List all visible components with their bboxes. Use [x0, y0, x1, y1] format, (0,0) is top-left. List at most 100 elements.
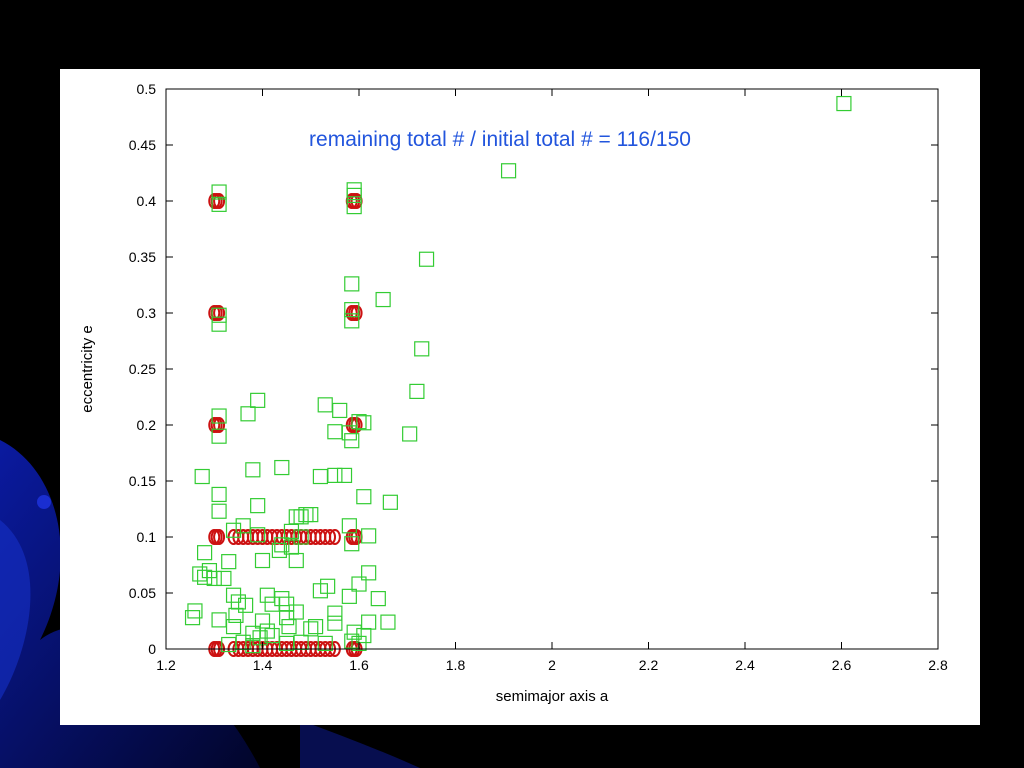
data-point-square — [332, 402, 348, 419]
data-point-square — [206, 570, 222, 587]
data-point-square — [375, 291, 391, 308]
data-point-square — [344, 433, 360, 449]
data-point-square — [274, 537, 290, 553]
data-point-square — [211, 612, 227, 628]
data-point-square — [346, 187, 362, 204]
x-tick-label: 1.8 — [446, 657, 466, 673]
data-point-square — [240, 406, 256, 422]
y-tick-label: 0.2 — [137, 417, 157, 433]
data-point-square — [344, 302, 360, 318]
data-point-square — [228, 607, 244, 624]
y-tick-label: 0.15 — [129, 473, 156, 489]
data-point-square — [250, 527, 266, 543]
data-point-square — [216, 570, 232, 587]
data-point-square — [194, 468, 210, 485]
data-point-square — [211, 503, 227, 519]
data-point-square — [211, 408, 227, 424]
data-point-square — [238, 597, 254, 613]
data-point-square — [288, 552, 304, 569]
data-point-square — [259, 587, 275, 603]
x-tick-label: 1.4 — [253, 657, 273, 673]
x-tick-label: 2 — [548, 657, 556, 673]
data-point-square — [500, 163, 517, 179]
data-point-circle — [213, 417, 226, 433]
data-point-square — [370, 590, 386, 607]
y-tick-label: 0.3 — [137, 305, 157, 321]
data-point-square — [288, 604, 304, 620]
y-tick-labels: 0 0.05 0.1 0.15 0.2 0.25 0.3 0.35 0.4 0.45 0.5 — [129, 81, 156, 657]
data-point-square — [221, 554, 237, 570]
data-point-square — [259, 623, 275, 639]
data-point-square — [211, 316, 227, 332]
data-point-square — [356, 415, 372, 431]
data-point-square — [351, 576, 367, 592]
data-point-square — [380, 614, 396, 630]
data-point-square — [250, 392, 266, 408]
data-point-square — [382, 494, 398, 510]
data-point-square — [312, 583, 328, 599]
data-point-square — [361, 528, 377, 544]
data-point-square — [402, 426, 418, 442]
data-point-square — [201, 563, 218, 579]
data-point-square — [264, 596, 280, 612]
data-point-square — [356, 489, 372, 505]
data-point-square — [271, 542, 287, 559]
y-tick-label: 0.35 — [129, 249, 156, 265]
data-point-square — [211, 428, 227, 444]
data-point-square — [250, 498, 266, 514]
y-tick-label: 0.4 — [137, 193, 157, 209]
data-point-square — [312, 468, 328, 485]
data-point-square — [317, 635, 333, 652]
y-tick-label: 0.05 — [129, 585, 156, 601]
x-tick-label: 2.8 — [928, 657, 948, 673]
data-point-square — [279, 610, 295, 626]
data-point-square — [264, 627, 280, 644]
data-point-square — [274, 590, 290, 607]
data-point-square — [346, 624, 362, 640]
y-tick-label: 0 — [148, 641, 156, 657]
data-point-circle — [350, 305, 363, 321]
data-point-square — [317, 397, 333, 413]
series-green-squares — [184, 95, 852, 654]
data-point-square — [254, 552, 271, 569]
data-point-square — [303, 507, 319, 523]
data-point-square — [327, 605, 343, 621]
data-point-square — [307, 618, 324, 635]
data-point-square — [211, 196, 227, 212]
data-point-square — [279, 596, 295, 612]
data-point-square — [235, 518, 251, 534]
plot-frame — [165, 88, 939, 650]
data-point-square — [409, 383, 425, 399]
x-tick-labels: 1.2 1.4 1.6 1.8 2 2.2 2.4 2.6 2.8 — [156, 657, 948, 673]
data-point-square — [346, 199, 362, 215]
plot-panel: 1.2 1.4 1.6 1.8 2 2.2 2.4 2.6 2.8 0 0.05 0.1 0.15 0.… — [60, 69, 980, 725]
x-tick-label: 1.6 — [349, 657, 369, 673]
data-point-square — [361, 614, 377, 630]
data-point-square — [344, 313, 360, 329]
data-point-square — [293, 529, 309, 545]
data-point-square — [344, 276, 360, 292]
data-point-square — [327, 424, 343, 440]
data-point-circle — [213, 529, 226, 545]
data-point-square — [184, 610, 201, 626]
data-point-square — [351, 635, 367, 652]
x-tick-label: 2.6 — [832, 657, 852, 673]
data-point-square — [245, 462, 261, 478]
data-point-square — [344, 536, 360, 552]
data-point-square — [327, 467, 343, 483]
data-point-square — [336, 467, 353, 483]
y-tick-label: 0.1 — [137, 529, 157, 545]
data-point-square — [211, 307, 227, 323]
x-axis-label: semimajor axis a — [496, 688, 609, 705]
data-point-square — [211, 184, 227, 200]
data-point-square — [211, 486, 227, 503]
data-point-square — [341, 518, 357, 534]
data-point-square — [225, 522, 242, 538]
data-point-square — [225, 618, 242, 635]
data-point-circle — [213, 193, 226, 209]
data-point-square — [414, 341, 430, 357]
x-tick-label: 2.2 — [639, 657, 659, 673]
axis-ticks — [165, 88, 939, 650]
data-point-square — [254, 613, 271, 629]
x-tick-label: 1.2 — [156, 657, 176, 673]
